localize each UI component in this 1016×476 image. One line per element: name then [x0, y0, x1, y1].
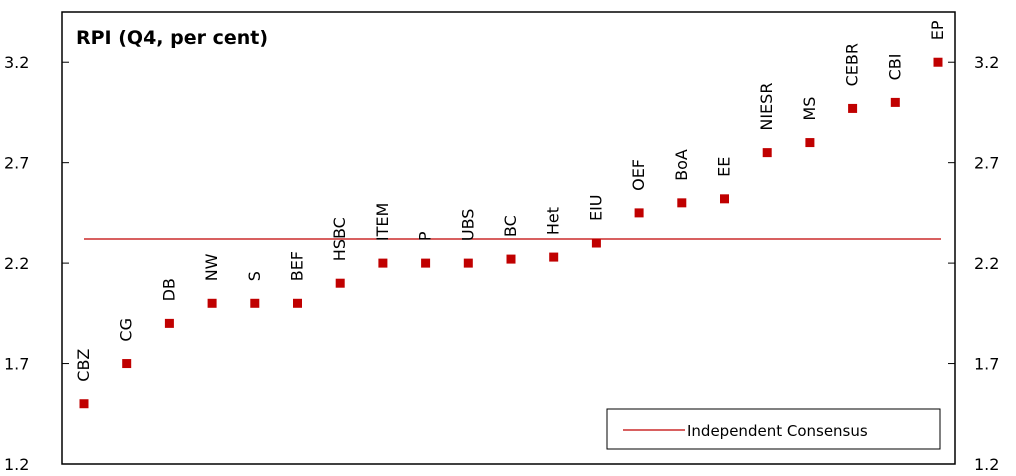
data-point: [293, 298, 302, 308]
point-label: HSBC: [330, 217, 349, 261]
point-labels: CBZ CG DB NW S BEF HSBC ITEM P UBS BC Het EIU OEF BoA E…: [74, 20, 947, 382]
data-point: [720, 194, 729, 204]
data-point: [421, 258, 431, 268]
data-point: [250, 298, 260, 308]
point-label: OEF: [629, 159, 648, 191]
left-tick-label: 1.2: [4, 455, 29, 474]
data-point: [164, 318, 174, 328]
legend-label: Independent Consensus: [687, 422, 868, 440]
right-tick-label: 1.7: [974, 355, 999, 374]
point-label: NW: [202, 253, 221, 281]
point-label: ITEM: [373, 203, 392, 241]
left-y-axis: 1.2 1.7 2.2 2.7 3.2: [4, 53, 69, 474]
legend-box: [606, 408, 941, 450]
right-tick-label: 2.2: [974, 254, 999, 273]
legend: Independent Consensus: [606, 408, 941, 450]
point-label: EP: [928, 20, 947, 40]
right-tick-label: 3.2: [974, 53, 999, 72]
data-point: [634, 208, 644, 218]
point-label: S: [245, 271, 264, 281]
point-label: P: [416, 231, 435, 241]
point-label: DB: [159, 278, 178, 301]
data-point: [378, 258, 388, 268]
plot-frame: [61, 11, 956, 465]
data-point: [463, 258, 473, 268]
data-point: [591, 238, 601, 248]
point-label: BoA: [672, 149, 691, 181]
point-label: EE: [715, 157, 734, 177]
point-label: UBS: [458, 209, 477, 242]
chart-title: RPI (Q4, per cent): [76, 27, 268, 49]
point-label: BEF: [288, 251, 307, 281]
data-point: [933, 57, 943, 67]
data-point: [335, 278, 345, 288]
point-label: MS: [800, 97, 819, 121]
left-tick-label: 2.7: [4, 154, 29, 173]
right-tick-label: 1.2: [974, 455, 999, 474]
left-tick-label: 1.7: [4, 355, 29, 374]
point-label: CBZ: [74, 349, 93, 382]
data-point: [890, 97, 900, 107]
data-point: [762, 148, 772, 158]
left-tick-label: 2.2: [4, 254, 29, 273]
data-point: [549, 252, 559, 262]
point-label: EIU: [586, 194, 605, 221]
data-point: [848, 103, 858, 113]
data-point: [677, 198, 687, 208]
right-tick-label: 2.7: [974, 154, 999, 173]
right-y-axis: 1.2 1.7 2.2 2.7 3.2: [948, 53, 999, 474]
data-point: [122, 359, 132, 369]
data-point: [207, 298, 217, 308]
point-label: BC: [501, 215, 520, 237]
left-tick-label: 3.2: [4, 53, 29, 72]
data-points: [79, 57, 943, 409]
point-label: Het: [544, 207, 563, 235]
data-point: [805, 138, 815, 148]
point-label: NIESR: [757, 83, 776, 131]
data-point: [79, 399, 89, 409]
point-label: CG: [117, 318, 136, 342]
data-point: [506, 254, 516, 264]
point-label: CEBR: [843, 43, 862, 86]
point-label: CBI: [885, 54, 904, 81]
